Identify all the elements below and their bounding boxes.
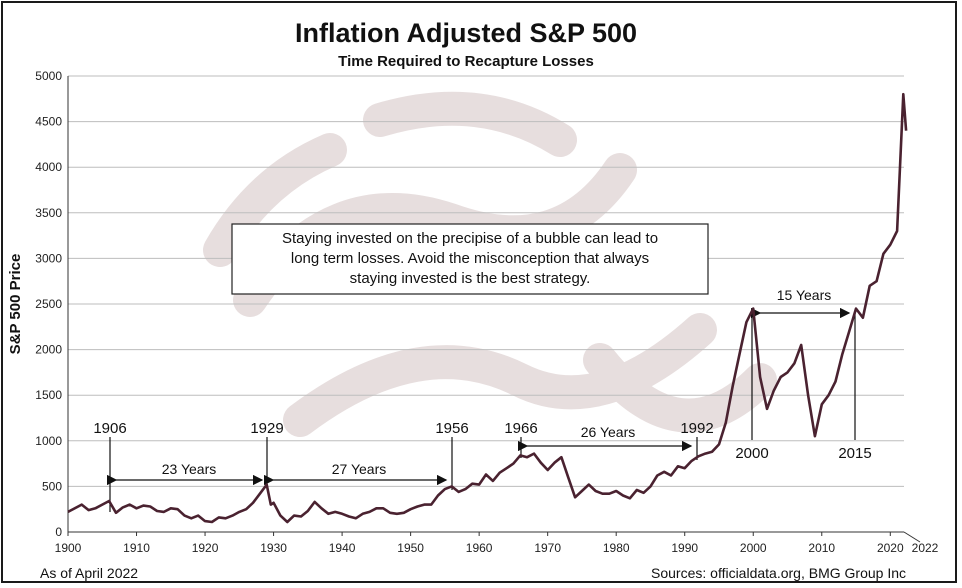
- y-tick-label: 4500: [35, 115, 62, 129]
- year-label-1929: 1929: [250, 420, 283, 437]
- y-axis-label: S&P 500 Price: [7, 254, 24, 355]
- x-tick-label: 1950: [397, 541, 424, 555]
- x-tick-label: 1960: [466, 541, 493, 555]
- x-tick-label: 1930: [260, 541, 287, 555]
- x-tick-label: 1980: [603, 541, 630, 555]
- y-axis-ticks: 0 500 1000 1500 2000 2500 3000 3500 4000 4500 5000: [35, 69, 62, 539]
- x-tick-label: 1970: [534, 541, 561, 555]
- x-tick-label: 1900: [55, 541, 82, 555]
- span-label-27-years: 27 Years: [332, 461, 387, 477]
- year-label-2015: 2015: [838, 445, 871, 462]
- x-axis-ticks: 1900 1910 1920 1930 1940 1950 1960 1970 1980 1990…: [55, 532, 939, 555]
- chart-title: Inflation Adjusted S&P 500: [295, 18, 637, 48]
- footer-date: As of April 2022: [40, 565, 138, 581]
- callout-box: [231, 223, 709, 295]
- year-label-1906: 1906: [93, 420, 126, 437]
- callout-line-2: long term losses. Avoid the misconceptio…: [291, 250, 649, 267]
- x-tick-label: 2020: [877, 541, 904, 555]
- span-label-26-years: 26 Years: [581, 424, 636, 440]
- y-tick-label: 3000: [35, 251, 62, 265]
- span-label-23-years: 23 Years: [162, 461, 217, 477]
- y-tick-label: 5000: [35, 69, 62, 83]
- x-tick-label: 2022: [912, 541, 939, 555]
- y-tick-label: 1000: [35, 434, 62, 448]
- x-tick-label: 2010: [808, 541, 835, 555]
- y-tick-label: 2500: [35, 297, 62, 311]
- y-tick-label: 0: [55, 525, 62, 539]
- x-tick-label: 1990: [671, 541, 698, 555]
- y-tick-label: 500: [42, 479, 62, 493]
- callout-line-1: Staying invested on the precipise of a b…: [282, 230, 658, 247]
- chart-subtitle: Time Required to Recapture Losses: [338, 53, 594, 70]
- gridlines: [68, 75, 904, 487]
- span-arrows: [106, 307, 851, 486]
- y-tick-label: 4000: [35, 160, 62, 174]
- y-tick-label: 2000: [35, 343, 62, 357]
- x-tick-label: 1940: [329, 541, 356, 555]
- x-tick-label: 1920: [192, 541, 219, 555]
- span-label-15-years: 15 Years: [777, 287, 832, 303]
- y-tick-label: 3500: [35, 206, 62, 220]
- callout-line-3: staying invested is the best strategy.: [350, 270, 591, 287]
- year-label-2000: 2000: [735, 445, 768, 462]
- year-label-1956: 1956: [435, 420, 468, 437]
- year-label-1966: 1966: [504, 420, 537, 437]
- x-axis-extension: [903, 531, 921, 543]
- sp500-price-line: [67, 92, 908, 524]
- y-tick-label: 1500: [35, 388, 62, 402]
- footer-sources: Sources: officialdata.org, BMG Group Inc: [651, 565, 906, 581]
- x-tick-label: 2000: [740, 541, 767, 555]
- year-label-1992: 1992: [680, 420, 713, 437]
- x-tick-label: 1910: [123, 541, 150, 555]
